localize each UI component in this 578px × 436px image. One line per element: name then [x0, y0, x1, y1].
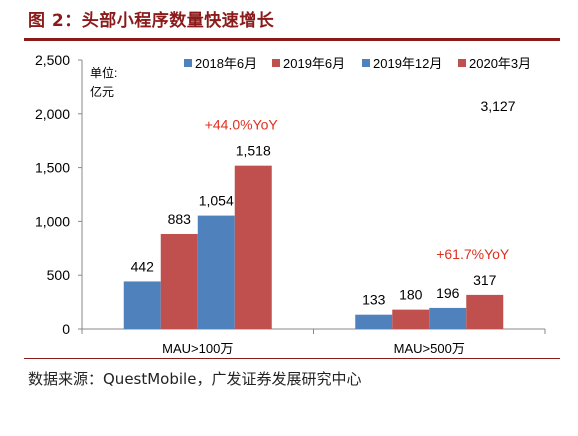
- bar: [160, 233, 198, 329]
- yoy-annotation: +61.7%YoY: [436, 246, 510, 262]
- bar-value-label: 180: [399, 287, 423, 303]
- y-tick-label: 1,500: [35, 160, 70, 176]
- bar: [466, 294, 504, 329]
- x-category-label: MAU>100万: [162, 341, 233, 356]
- bar-value-label: 883: [168, 211, 192, 227]
- unit-label: 亿元: [90, 84, 114, 99]
- legend-swatch: [362, 59, 370, 67]
- yoy-annotation: +44.0%YoY: [205, 117, 279, 133]
- y-tick-label: 500: [47, 267, 71, 283]
- bar-value-label: 1,054: [199, 193, 234, 209]
- legend-label: 2019年6月: [283, 56, 345, 71]
- bar: [392, 309, 430, 329]
- legend-label: 2019年12月: [373, 56, 442, 71]
- bar: [355, 314, 393, 329]
- chart-axes: 0 500 1,000 1,500 2,000 2,500 单位: 亿元: [35, 52, 546, 337]
- source-note: 数据来源：QuestMobile，广发证券发展研究中心: [28, 370, 362, 388]
- bar: [429, 307, 467, 329]
- chart-labels: 442 883 1,054 1,518 MAU>100万 +44.0%YoY 133 180 1…: [131, 98, 516, 356]
- title-rule: [24, 38, 560, 41]
- y-tick-label: 2,500: [35, 52, 70, 68]
- legend-swatch: [458, 59, 466, 67]
- legend-label: 2020年3月: [469, 56, 531, 71]
- figure-title: 图 2：头部小程序数量快速增长: [28, 11, 275, 31]
- legend-swatch: [184, 59, 192, 67]
- bar-value-label: 317: [473, 272, 497, 288]
- bar: [197, 215, 235, 329]
- bar-value-label: 196: [436, 285, 460, 301]
- bar-value-label: 1,518: [236, 143, 271, 159]
- y-tick-label: 2,000: [35, 106, 70, 122]
- chart-bars: [123, 165, 504, 329]
- y-tick-label: 1,000: [35, 213, 70, 229]
- legend-label: 2018年6月: [195, 56, 257, 71]
- source-rule: [24, 358, 560, 359]
- unit-label: 单位:: [90, 65, 117, 80]
- y-tick-label: 0: [62, 321, 70, 337]
- chart-legend: 2018年6月 2019年6月 2019年12月 2020年3月: [184, 56, 531, 71]
- x-category-label: MAU>500万: [394, 341, 465, 356]
- legend-swatch: [272, 59, 280, 67]
- bar-value-label: 442: [131, 258, 155, 274]
- bar: [123, 281, 161, 329]
- bar-value-label: 133: [362, 292, 386, 308]
- stray-value-label: 3,127: [480, 98, 515, 114]
- bar: [234, 165, 272, 329]
